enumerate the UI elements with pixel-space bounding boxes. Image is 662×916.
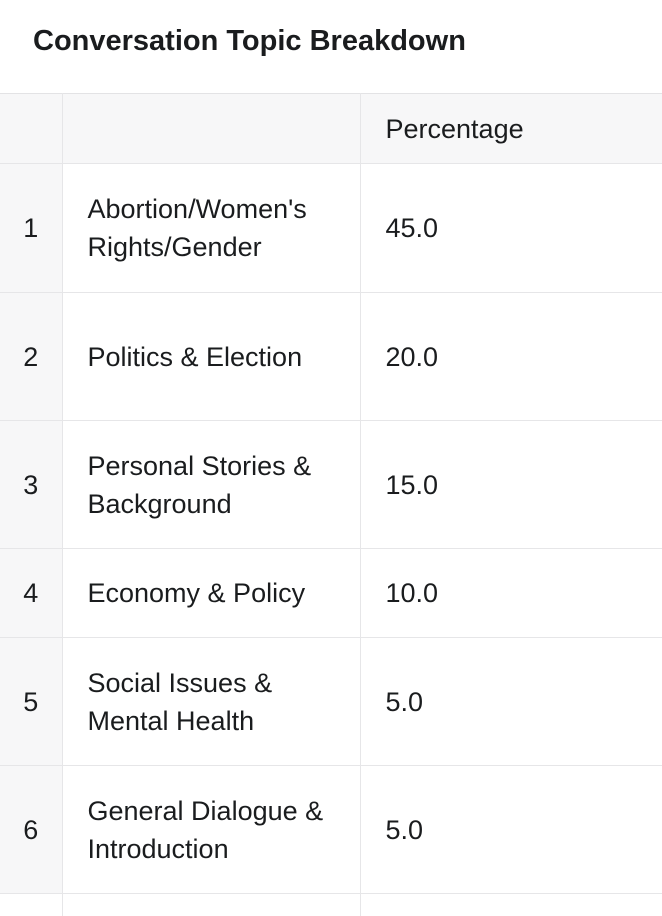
table-row: 1 Abortion/Women's Rights/Gender 45.0 — [0, 163, 662, 293]
row-index-cell: 6 — [0, 765, 63, 894]
table-row: 3 Personal Stories & Background 15.0 — [0, 420, 662, 549]
topic-breakdown-table: Percentage 1 Abortion/Women's Rights/Gen… — [0, 93, 662, 916]
topic-cell: Economy & Policy — [62, 548, 361, 638]
table-row: 2 Politics & Election 20.0 — [0, 292, 662, 421]
percentage-cell: 5.0 — [360, 637, 662, 766]
column-header-topic — [62, 93, 361, 164]
topic-cell: General Dialogue & Introduction — [62, 765, 361, 894]
row-index-cell: 4 — [0, 548, 63, 638]
topic-cell: Abortion/Women's Rights/Gender — [62, 163, 361, 293]
table-body: 1 Abortion/Women's Rights/Gender 45.0 2 … — [0, 163, 662, 916]
row-index-cell: 5 — [0, 637, 63, 766]
table-row: 4 Economy & Policy 10.0 — [0, 548, 662, 638]
row-index-cell: 2 — [0, 292, 63, 421]
row-index-cell: 3 — [0, 420, 63, 549]
table-row: 6 General Dialogue & Introduction 5.0 — [0, 765, 662, 894]
percentage-cell: 20.0 — [360, 292, 662, 421]
column-header-percentage: Percentage — [360, 93, 662, 164]
percentage-cell: 45.0 — [360, 163, 662, 293]
row-index-cell: 1 — [0, 163, 63, 293]
table-row-partial — [0, 893, 662, 916]
column-header-index — [0, 93, 63, 164]
header-row: Percentage — [0, 93, 662, 164]
page-title: Conversation Topic Breakdown — [33, 25, 466, 57]
table-row: 5 Social Issues & Mental Health 5.0 — [0, 637, 662, 766]
percentage-cell: 15.0 — [360, 420, 662, 549]
percentage-cell — [360, 893, 662, 916]
table-header: Percentage — [0, 93, 662, 164]
topic-cell — [62, 893, 361, 916]
row-index-cell — [0, 893, 63, 916]
topic-cell: Personal Stories & Background — [62, 420, 361, 549]
topic-cell: Politics & Election — [62, 292, 361, 421]
percentage-cell: 10.0 — [360, 548, 662, 638]
percentage-cell: 5.0 — [360, 765, 662, 894]
topic-cell: Social Issues & Mental Health — [62, 637, 361, 766]
